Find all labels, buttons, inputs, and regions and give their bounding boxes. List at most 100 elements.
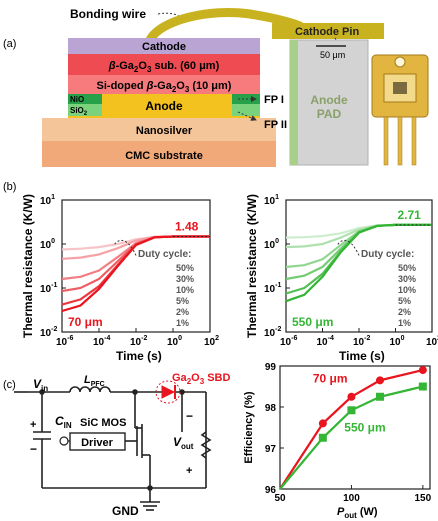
duty-cycle-title: Duty cycle: bbox=[138, 249, 191, 260]
vout-label: Vout bbox=[173, 435, 194, 451]
ga2o3-substrate-label: β-Ga2O3 sub. (60 μm) bbox=[108, 60, 220, 74]
panel-b-label: (b) bbox=[3, 181, 16, 193]
cathode-pin-bar bbox=[272, 23, 384, 39]
y-tick-label: 10-1 bbox=[40, 282, 57, 295]
plot-frame bbox=[279, 365, 431, 490]
si-doped-label: Si-doped β-Ga2O3 (10 μm) bbox=[97, 80, 232, 94]
y-tick-label: 10-1 bbox=[264, 282, 281, 295]
nanosilver-layer bbox=[42, 118, 276, 141]
nio-label: NiO bbox=[70, 95, 84, 104]
y-tick-label: 100 bbox=[40, 238, 55, 251]
duty-cycle-item: 10% bbox=[176, 285, 194, 295]
node-dot-1 bbox=[39, 389, 45, 395]
duty-cycle-item: 1% bbox=[398, 318, 411, 328]
efficiency-point bbox=[347, 406, 356, 415]
efficiency-point bbox=[318, 419, 327, 428]
x-tick-label: 10-4 bbox=[317, 335, 334, 348]
anode-pad-photo bbox=[289, 39, 369, 166]
steady-state-value: 2.71 bbox=[398, 208, 422, 222]
node-dot-4 bbox=[147, 485, 153, 491]
cathode-layer-label: Cathode bbox=[142, 41, 186, 53]
sic-mos-label: SiC MOS bbox=[80, 417, 126, 429]
duty-cycle-item: 30% bbox=[176, 274, 194, 284]
cin-plus-sign: + bbox=[30, 419, 36, 431]
x-tick-label: 10-4 bbox=[93, 335, 110, 348]
bonding-wire-label: Bonding wire bbox=[70, 7, 146, 21]
package-photo bbox=[371, 54, 429, 166]
series-label-70um: 70 μm bbox=[313, 371, 348, 385]
cathode-pin-label: Cathode Pin bbox=[295, 26, 359, 38]
x-tick-label: 10-2 bbox=[130, 335, 147, 348]
duty-arrow bbox=[112, 239, 137, 256]
thermal-chart-550um: 10-6 10-4 10-2 100 102 101 100 10-1 10-2 2.71 550 … bbox=[245, 194, 438, 363]
efficiency-point bbox=[318, 433, 327, 442]
vout-plus-sign: + bbox=[186, 465, 192, 477]
duty-cycle-item: 50% bbox=[176, 263, 194, 273]
steady-state-value: 1.48 bbox=[175, 220, 199, 234]
y-axis-title: Efficiency (%) bbox=[243, 391, 255, 463]
node-dot-2 bbox=[132, 389, 138, 395]
sbd-label: Ga2O3 SBD bbox=[172, 372, 230, 386]
duty-cycle-item: 10% bbox=[398, 285, 416, 295]
sio2-region-right bbox=[232, 104, 260, 116]
cmc-substrate-layer bbox=[42, 141, 276, 167]
nanosilver-label: Nanosilver bbox=[136, 125, 193, 137]
lpfc-label: LPFC bbox=[84, 374, 105, 388]
fp1-label: FP I bbox=[264, 94, 284, 106]
series-label-550um: 550 μm bbox=[344, 421, 385, 435]
anode-pad-label-1: Anode bbox=[310, 93, 348, 107]
efficiency-point bbox=[418, 366, 427, 375]
y-tick-label: 101 bbox=[264, 194, 279, 207]
duty-cycle-item: 2% bbox=[176, 307, 189, 317]
duty-cycle-title: Duty cycle: bbox=[361, 249, 414, 260]
ga2o3-sbd-diode bbox=[155, 380, 181, 404]
plot-frame bbox=[285, 199, 433, 333]
anode-label: Anode bbox=[145, 99, 183, 113]
efficiency-point bbox=[418, 382, 427, 391]
panel-a-label: (a) bbox=[3, 38, 16, 50]
x-tick-label: 100 bbox=[390, 335, 405, 348]
load-resistor bbox=[200, 431, 212, 459]
cmc-substrate-label: CMC substrate bbox=[125, 150, 203, 162]
gnd-label: GND bbox=[112, 504, 139, 518]
x-axis-title: Pout (W) bbox=[337, 506, 378, 520]
duty-cycle-item: 5% bbox=[398, 296, 411, 306]
y-tick-label: 10-2 bbox=[40, 326, 57, 339]
sio2-label: SiO2 bbox=[70, 106, 88, 117]
y-tick-label: 100 bbox=[264, 238, 279, 251]
x-axis-title: Time (s) bbox=[339, 349, 385, 363]
si-doped-layer bbox=[68, 75, 260, 94]
thickness-label: 550 μm bbox=[292, 315, 333, 329]
thermal-chart-70um: 10-6 10-4 10-2 100 102 101 100 10-1 10-2 1.48 70 μ… bbox=[21, 194, 219, 363]
efficiency-point bbox=[376, 392, 384, 401]
x-tick-label: 100 bbox=[167, 335, 182, 348]
duty-cycle-item: 5% bbox=[176, 296, 189, 306]
cathode-layer bbox=[68, 38, 260, 54]
panel-a: (a) Bonding wire Cathode Pin Cathode β-G… bbox=[3, 7, 429, 167]
scale-bar-label: 50 μm bbox=[320, 50, 345, 60]
y-tick-label: 99 bbox=[265, 362, 277, 373]
x-tick-label: 10-6 bbox=[56, 335, 73, 348]
fp2-pointer bbox=[237, 111, 257, 121]
anode-pad-label-2: PAD bbox=[317, 107, 342, 121]
fp2-label: FP II bbox=[264, 119, 287, 131]
x-tick-label: 102 bbox=[204, 335, 219, 348]
y-axis-title: Thermal resistance (K/W) bbox=[21, 194, 35, 338]
efficiency-point bbox=[347, 392, 356, 401]
y-tick-label: 98 bbox=[265, 403, 277, 414]
anode-pad-edge bbox=[290, 40, 298, 165]
cin-label: CIN bbox=[55, 414, 72, 430]
vout-minus-sign: − bbox=[186, 409, 193, 423]
duty-arrow bbox=[336, 239, 360, 256]
efficiency-chart: 96 97 98 99 50 100 150 70 μm 550 μm Efficiency (%… bbox=[243, 362, 432, 520]
duty-cycle-item: 2% bbox=[398, 307, 411, 317]
inductor bbox=[69, 386, 111, 393]
x-tick-label: 150 bbox=[415, 493, 432, 504]
duty-cycle-item: 50% bbox=[398, 263, 416, 273]
driver-label: Driver bbox=[81, 437, 114, 449]
duty-cycle-item: 30% bbox=[398, 274, 416, 284]
thickness-label: 70 μm bbox=[68, 315, 103, 329]
x-axis-title: Time (s) bbox=[116, 349, 162, 363]
panel-c-label: (c) bbox=[3, 379, 16, 391]
